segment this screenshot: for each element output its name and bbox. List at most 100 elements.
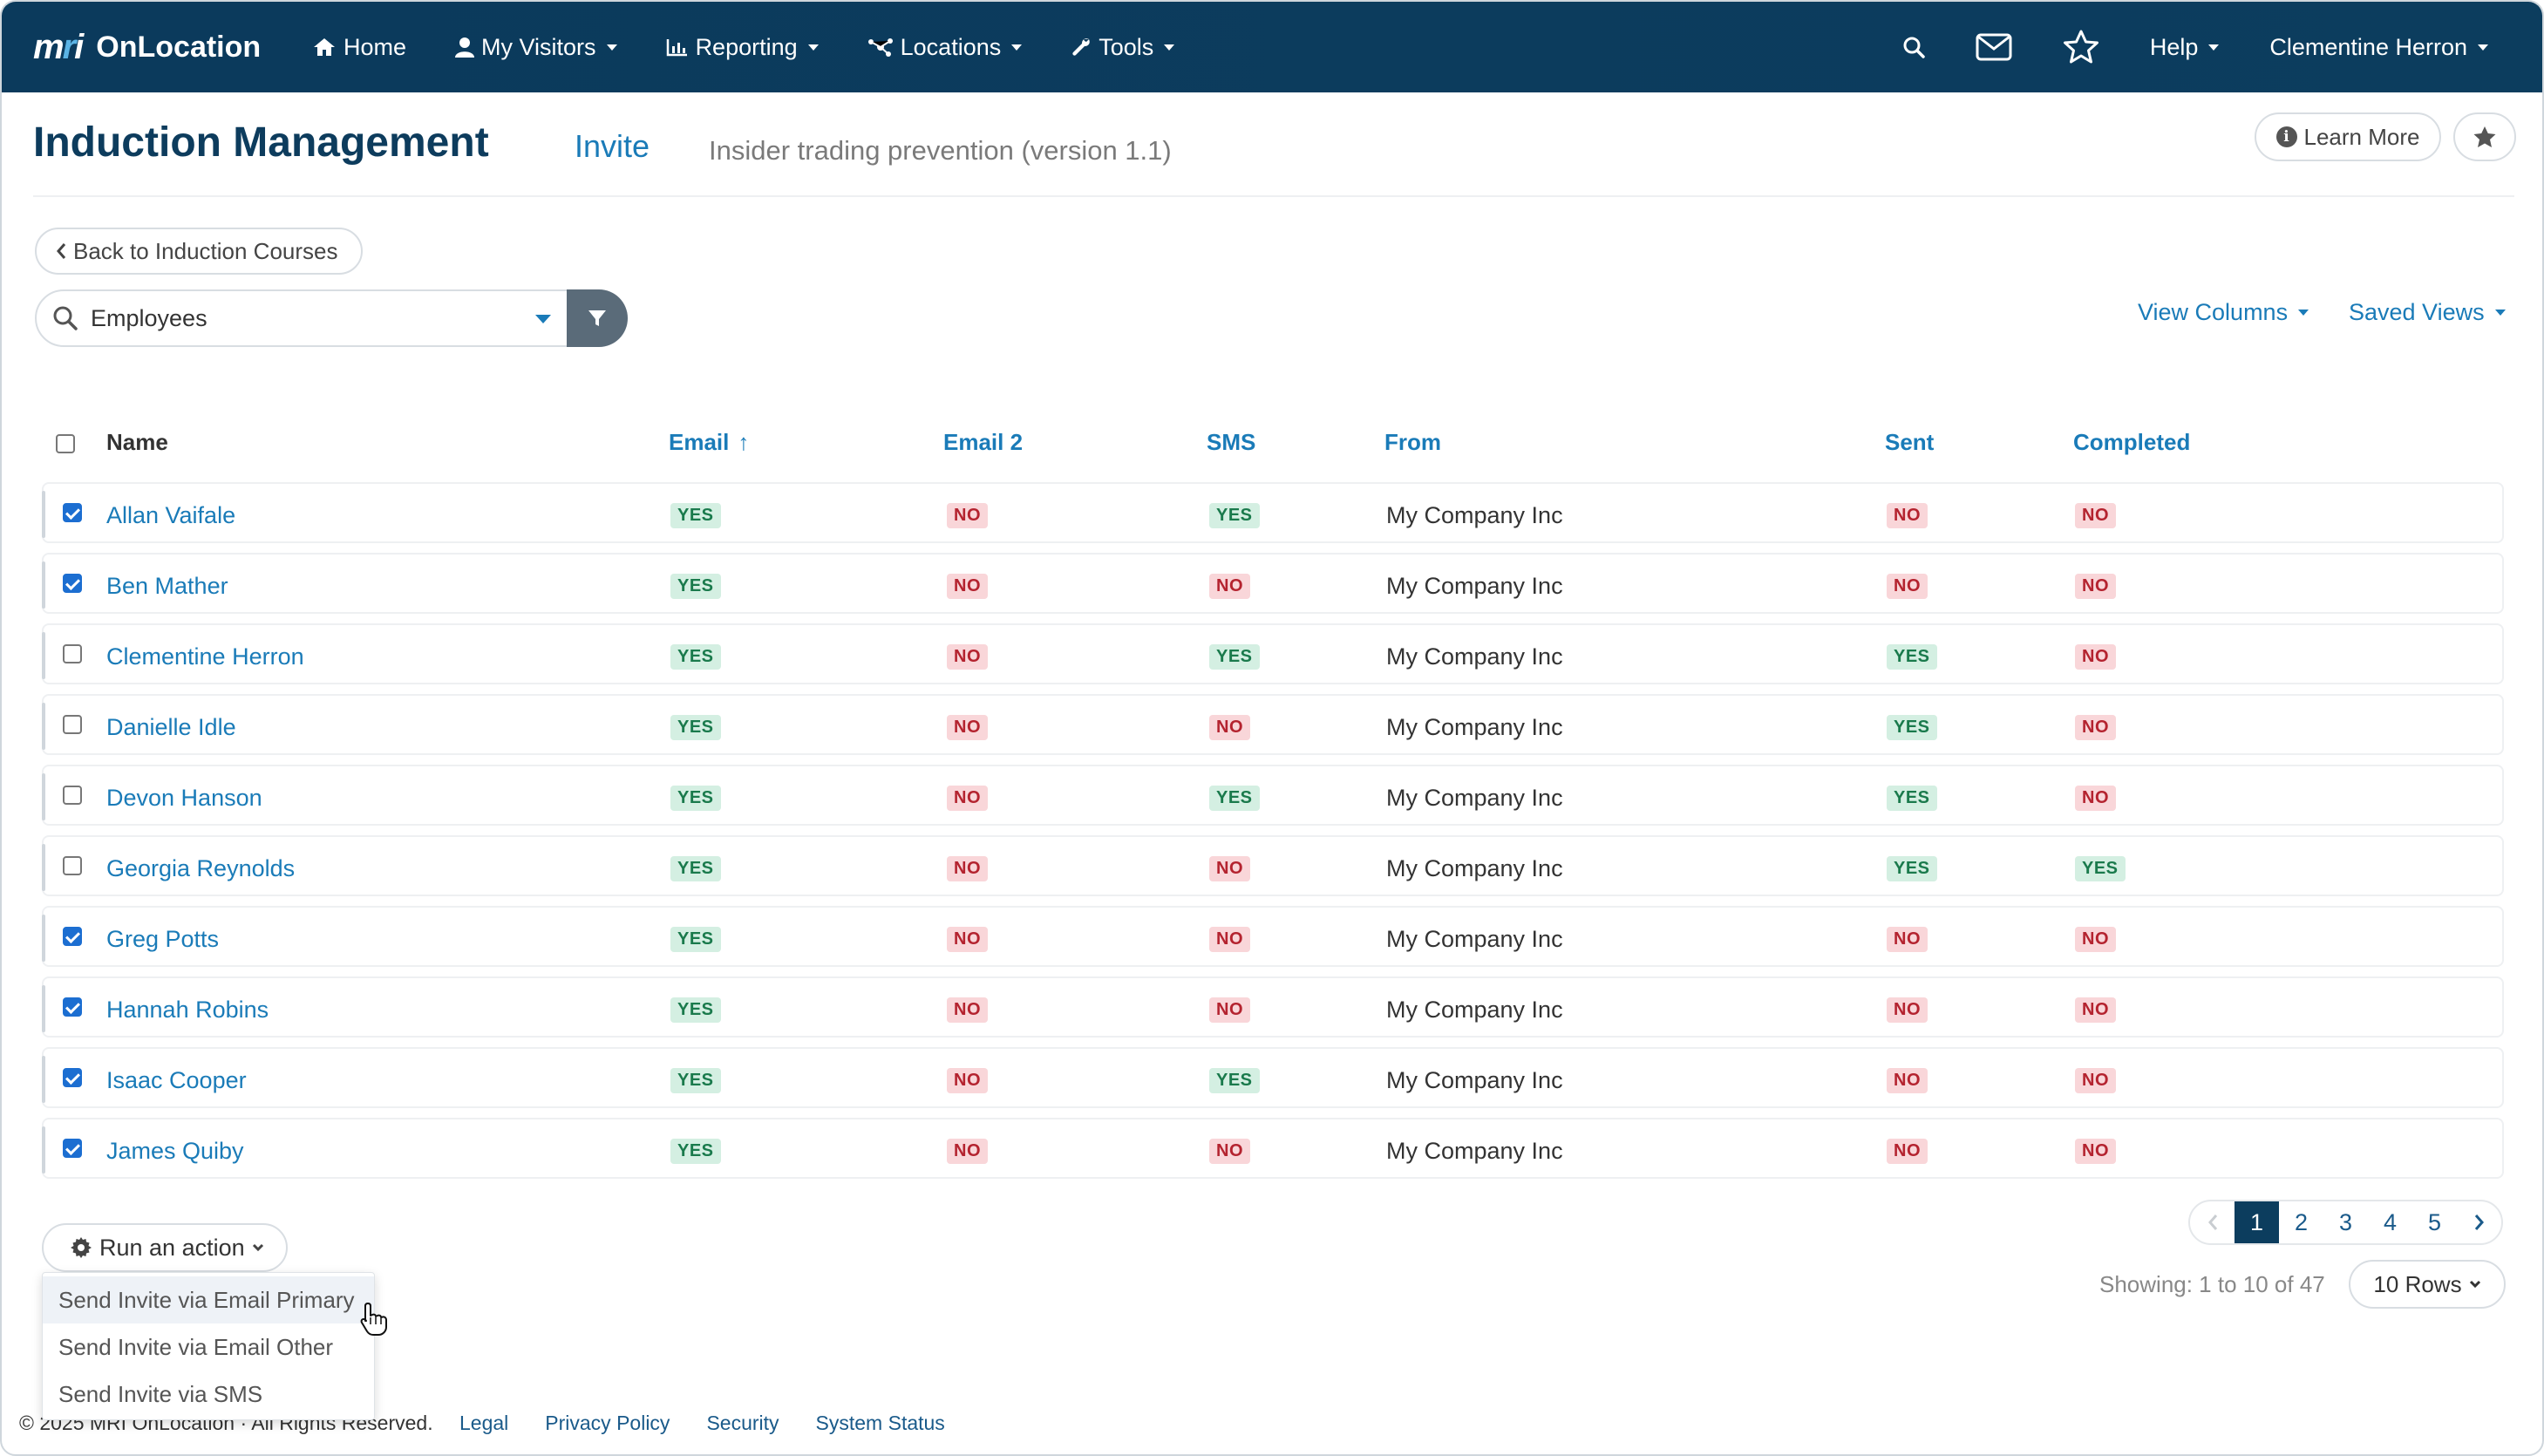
column-header-email2[interactable]: Email 2 bbox=[943, 429, 1024, 455]
row-checkbox[interactable] bbox=[63, 997, 82, 1017]
search-button[interactable] bbox=[1902, 36, 1925, 58]
email-status-badge: YES bbox=[670, 997, 721, 1023]
row-checkbox[interactable] bbox=[63, 786, 82, 805]
info-icon: i bbox=[2275, 126, 2297, 147]
chevron-down-icon bbox=[535, 315, 551, 323]
back-to-courses-button[interactable]: Back to Induction Courses bbox=[35, 228, 363, 275]
sent-status-badge: YES bbox=[1887, 715, 1937, 740]
rows-per-page-dropdown[interactable]: 10 Rows bbox=[2349, 1260, 2506, 1309]
gear-icon bbox=[71, 1237, 92, 1258]
row-checkbox[interactable] bbox=[63, 715, 82, 734]
page-4-button[interactable]: 4 bbox=[2383, 1208, 2398, 1235]
chevron-right-icon bbox=[2474, 1214, 2484, 1230]
bookmark-page-button[interactable] bbox=[2453, 112, 2516, 161]
employee-name-link[interactable]: Devon Hanson bbox=[106, 785, 262, 811]
column-header-from[interactable]: From bbox=[1384, 429, 1441, 455]
column-header-sms[interactable]: SMS bbox=[1207, 429, 1256, 455]
user-menu[interactable]: Clementine Herron bbox=[2269, 34, 2488, 61]
run-action-button[interactable]: Run an action bbox=[42, 1223, 288, 1272]
footer-link-security[interactable]: Security bbox=[706, 1412, 779, 1434]
learn-more-button[interactable]: i Learn More bbox=[2255, 112, 2441, 161]
brand-mark: mri bbox=[33, 27, 84, 66]
nav-locations[interactable]: Locations bbox=[867, 34, 1023, 61]
table-row[interactable]: Clementine Herron YES NO YES YES NO My Company… bbox=[42, 623, 2504, 684]
chevron-left-icon bbox=[57, 243, 66, 259]
row-checkbox[interactable] bbox=[63, 927, 82, 946]
nav-my-visitors-label: My Visitors bbox=[481, 33, 596, 60]
email2-status-badge: NO bbox=[947, 503, 988, 528]
page-prev-button[interactable] bbox=[2190, 1201, 2235, 1243]
employee-name-link[interactable]: Greg Potts bbox=[106, 926, 220, 952]
sms-status-badge: NO bbox=[1209, 997, 1250, 1023]
page-2-button[interactable]: 2 bbox=[2294, 1208, 2309, 1235]
row-checkbox[interactable] bbox=[63, 503, 82, 522]
table-row[interactable]: Hannah Robins YES NO NO NO NO My Company Inc bbox=[42, 976, 2504, 1038]
sent-status-badge: NO bbox=[1887, 927, 1928, 952]
employee-name-link[interactable]: Allan Vaifale bbox=[106, 502, 236, 528]
table-row[interactable]: Devon Hanson YES NO YES YES NO My Company Inc bbox=[42, 765, 2504, 826]
nav-reporting-label: Reporting bbox=[695, 33, 798, 60]
saved-views-dropdown[interactable]: Saved Views bbox=[2349, 299, 2506, 326]
menu-item-sms[interactable]: Send Invite via SMS bbox=[58, 1380, 263, 1407]
page-3-button[interactable]: 3 bbox=[2338, 1208, 2353, 1235]
menu-item-email-primary[interactable]: Send Invite via Email Primary bbox=[43, 1276, 374, 1323]
employee-name-link[interactable]: Ben Mather bbox=[106, 573, 228, 599]
column-header-sent[interactable]: Sent bbox=[1885, 429, 1935, 455]
page-next-button[interactable] bbox=[2457, 1201, 2501, 1243]
messages-button[interactable] bbox=[1976, 33, 2012, 61]
filter-button[interactable] bbox=[567, 289, 628, 347]
employee-name-link[interactable]: Hannah Robins bbox=[106, 997, 269, 1023]
star-icon bbox=[2473, 126, 2496, 147]
column-header-name[interactable]: Name bbox=[106, 429, 168, 455]
footer-link-privacy[interactable]: Privacy Policy bbox=[545, 1412, 670, 1434]
chevron-down-icon bbox=[2208, 44, 2220, 51]
favorites-button[interactable] bbox=[2063, 30, 2099, 65]
table-row[interactable]: Isaac Cooper YES NO YES NO NO My Company Inc bbox=[42, 1047, 2504, 1108]
select-all-checkbox[interactable] bbox=[56, 434, 75, 453]
nav-home[interactable]: Home bbox=[312, 34, 406, 61]
group-selector[interactable]: Employees bbox=[35, 289, 568, 347]
wrench-icon bbox=[1072, 38, 1091, 56]
footer-link-legal[interactable]: Legal bbox=[459, 1412, 509, 1434]
table-row[interactable]: Ben Mather YES NO NO NO NO My Company Inc bbox=[42, 553, 2504, 614]
table-row[interactable]: James Quiby YES NO NO NO NO My Company Inc bbox=[42, 1118, 2504, 1179]
nav-reporting[interactable]: Reporting bbox=[666, 34, 819, 61]
table-row[interactable]: Greg Potts YES NO NO NO NO My Company Inc bbox=[42, 906, 2504, 967]
email-status-badge: YES bbox=[670, 786, 721, 811]
menu-item-email-other[interactable]: Send Invite via Email Other bbox=[58, 1333, 334, 1360]
row-checkbox[interactable] bbox=[63, 1068, 82, 1087]
footer-link-status[interactable]: System Status bbox=[815, 1412, 945, 1434]
employee-name-link[interactable]: Danielle Idle bbox=[106, 714, 236, 740]
column-header-email[interactable]: Email ↑ bbox=[669, 429, 749, 456]
employee-name-link[interactable]: Clementine Herron bbox=[106, 643, 304, 670]
column-header-completed[interactable]: Completed bbox=[2073, 429, 2191, 455]
row-checkbox[interactable] bbox=[63, 1139, 82, 1158]
row-checkbox[interactable] bbox=[63, 574, 82, 593]
table-row[interactable]: Allan Vaifale YES NO YES NO NO My Company Inc bbox=[42, 482, 2504, 543]
rows-per-page-label: 10 Rows bbox=[2373, 1270, 2462, 1297]
row-accent-bar bbox=[42, 773, 45, 820]
row-checkbox[interactable] bbox=[63, 856, 82, 875]
nav-my-visitors[interactable]: My Visitors bbox=[455, 34, 617, 61]
sms-status-badge: YES bbox=[1209, 503, 1260, 528]
breadcrumb-invite[interactable]: Invite bbox=[575, 128, 650, 164]
row-accent-bar bbox=[42, 1126, 45, 1174]
page-1-button[interactable]: 1 bbox=[2235, 1201, 2279, 1243]
table-row[interactable]: Danielle Idle YES NO NO YES NO My Company Inc bbox=[42, 694, 2504, 755]
row-accent-bar bbox=[42, 985, 45, 1032]
brand-logo[interactable]: mri OnLocation bbox=[33, 28, 286, 67]
employee-name-link[interactable]: Isaac Cooper bbox=[106, 1067, 247, 1093]
row-accent-bar bbox=[42, 844, 45, 891]
user-icon bbox=[455, 37, 475, 58]
from-company: My Company Inc bbox=[1386, 1067, 1563, 1093]
row-accent-bar bbox=[42, 915, 45, 962]
sent-status-badge: YES bbox=[1887, 856, 1937, 881]
page-5-button[interactable]: 5 bbox=[2427, 1208, 2442, 1235]
employee-name-link[interactable]: James Quiby bbox=[106, 1138, 244, 1164]
employee-name-link[interactable]: Georgia Reynolds bbox=[106, 855, 296, 881]
table-row[interactable]: Georgia Reynolds YES NO NO YES YES My Company … bbox=[42, 835, 2504, 896]
nav-help[interactable]: Help bbox=[2150, 34, 2220, 61]
nav-tools[interactable]: Tools bbox=[1071, 34, 1175, 61]
row-checkbox[interactable] bbox=[63, 644, 82, 663]
view-columns-dropdown[interactable]: View Columns bbox=[2138, 299, 2309, 326]
